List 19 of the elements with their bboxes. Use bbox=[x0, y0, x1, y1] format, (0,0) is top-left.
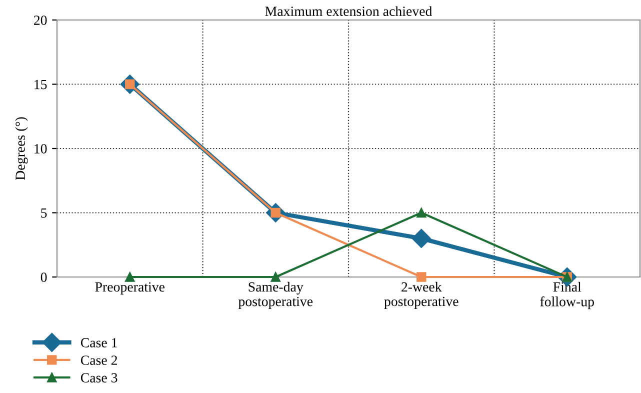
x-tick-label: Same-day postoperative bbox=[238, 282, 313, 310]
point bbox=[125, 272, 135, 282]
y-tick-label: 0 bbox=[40, 272, 47, 282]
point bbox=[416, 272, 426, 282]
point bbox=[412, 228, 431, 248]
x-tick-label: Preoperative bbox=[95, 282, 164, 294]
point bbox=[270, 272, 280, 282]
x-tick-label: 2-week postoperative bbox=[384, 282, 458, 309]
chart-title: Maximum extension achieved bbox=[265, 6, 432, 16]
y-tick-label: 5 bbox=[41, 208, 47, 218]
legend-label: Case 3 bbox=[80, 373, 118, 382]
y-tick-label: 20 bbox=[34, 16, 47, 25]
point bbox=[416, 208, 426, 218]
y-tick-label: 15 bbox=[34, 80, 47, 90]
legend-label: Case 2 bbox=[80, 356, 117, 365]
y-tick-label: 10 bbox=[34, 144, 47, 154]
x-tick-label: Final follow-up bbox=[540, 282, 594, 310]
y-axis-title: Degrees (°) bbox=[15, 117, 28, 180]
legend-label: Case 1 bbox=[80, 338, 117, 348]
